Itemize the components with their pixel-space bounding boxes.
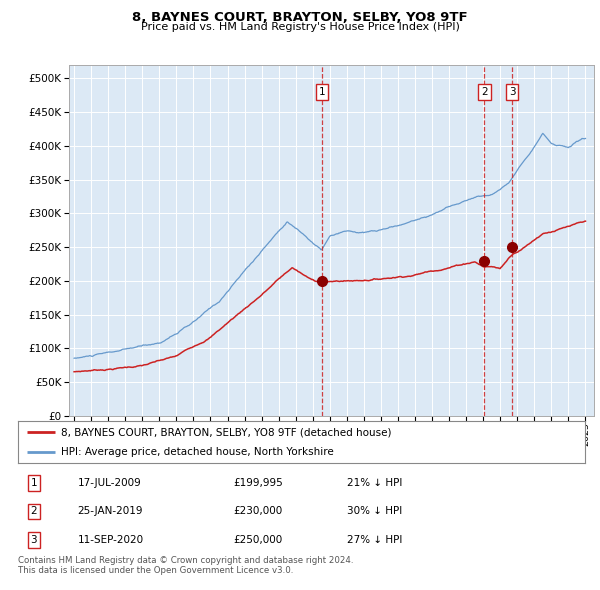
Text: Contains HM Land Registry data © Crown copyright and database right 2024.
This d: Contains HM Land Registry data © Crown c… [18, 556, 353, 575]
Text: 3: 3 [509, 87, 515, 97]
Text: 27% ↓ HPI: 27% ↓ HPI [347, 535, 402, 545]
Text: 21% ↓ HPI: 21% ↓ HPI [347, 478, 402, 488]
Text: 2: 2 [31, 506, 37, 516]
Text: 1: 1 [319, 87, 325, 97]
Text: £250,000: £250,000 [233, 535, 283, 545]
Text: 30% ↓ HPI: 30% ↓ HPI [347, 506, 402, 516]
Text: 8, BAYNES COURT, BRAYTON, SELBY, YO8 9TF: 8, BAYNES COURT, BRAYTON, SELBY, YO8 9TF [132, 11, 468, 24]
Text: 25-JAN-2019: 25-JAN-2019 [77, 506, 143, 516]
Text: 17-JUL-2009: 17-JUL-2009 [77, 478, 141, 488]
Text: 3: 3 [31, 535, 37, 545]
Text: £230,000: £230,000 [233, 506, 283, 516]
Text: 11-SEP-2020: 11-SEP-2020 [77, 535, 143, 545]
Text: Price paid vs. HM Land Registry's House Price Index (HPI): Price paid vs. HM Land Registry's House … [140, 22, 460, 32]
Text: £199,995: £199,995 [233, 478, 283, 488]
Text: 1: 1 [31, 478, 37, 488]
Text: 2: 2 [481, 87, 488, 97]
Text: 8, BAYNES COURT, BRAYTON, SELBY, YO8 9TF (detached house): 8, BAYNES COURT, BRAYTON, SELBY, YO8 9TF… [61, 427, 391, 437]
Text: HPI: Average price, detached house, North Yorkshire: HPI: Average price, detached house, Nort… [61, 447, 333, 457]
